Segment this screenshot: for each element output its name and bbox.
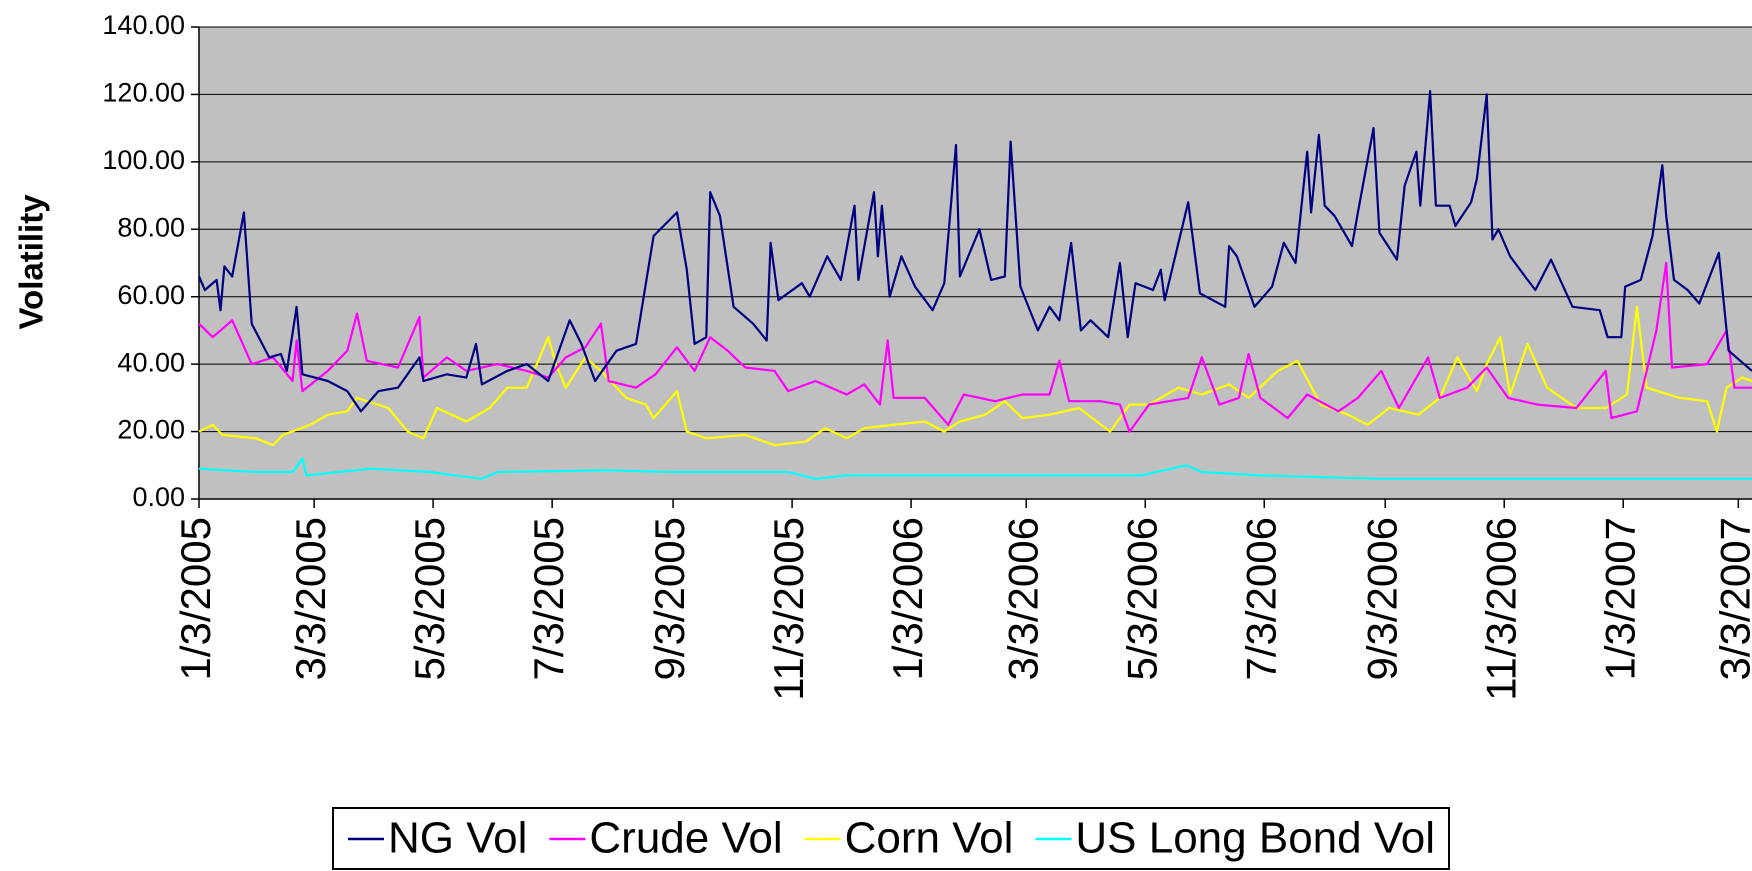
x-tick-label: 3/3/2006 xyxy=(999,517,1046,681)
x-tick-label: 3/3/2005 xyxy=(287,517,334,681)
y-tick-label: 20.00 xyxy=(117,415,185,445)
x-tick-label: 5/3/2006 xyxy=(1118,517,1165,681)
x-tick-label: 1/3/2007 xyxy=(1596,517,1643,681)
x-tick-label: 1/3/2006 xyxy=(884,517,931,681)
x-tick-label: 7/3/2006 xyxy=(1237,517,1284,681)
legend-label: US Long Bond Vol xyxy=(1075,814,1435,863)
y-tick-label: 80.00 xyxy=(117,212,185,242)
legend-label: Crude Vol xyxy=(589,814,782,863)
legend-label: NG Vol xyxy=(388,814,527,863)
x-tick-label: 5/3/2005 xyxy=(406,517,453,681)
x-tick-label: 9/3/2006 xyxy=(1358,517,1405,681)
x-tick-label: 11/3/2006 xyxy=(1477,517,1524,701)
series-line xyxy=(198,457,1752,480)
series-line xyxy=(198,305,1752,447)
series-line xyxy=(197,90,1752,413)
x-tick-label: 9/3/2005 xyxy=(646,517,693,681)
series-line xyxy=(198,261,1752,433)
x-tick-label: 11/3/2005 xyxy=(765,517,812,701)
x-tick-label: 1/3/2005 xyxy=(172,517,219,681)
y-tick-label: 0.00 xyxy=(132,482,185,512)
y-tick-label: 40.00 xyxy=(117,347,185,377)
legend-label: Corn Vol xyxy=(845,814,1014,863)
y-axis-title: Volatility xyxy=(13,194,50,330)
x-tick-label: 7/3/2005 xyxy=(525,517,572,681)
legend-box xyxy=(332,807,1450,870)
y-tick-label: 60.00 xyxy=(117,280,185,310)
y-tick-label: 100.00 xyxy=(102,145,185,175)
y-tick-label: 120.00 xyxy=(102,78,185,108)
x-tick-label: 3/3/2007 xyxy=(1711,517,1752,681)
y-tick-label: 140.00 xyxy=(102,10,185,40)
plot-area xyxy=(199,27,1752,499)
